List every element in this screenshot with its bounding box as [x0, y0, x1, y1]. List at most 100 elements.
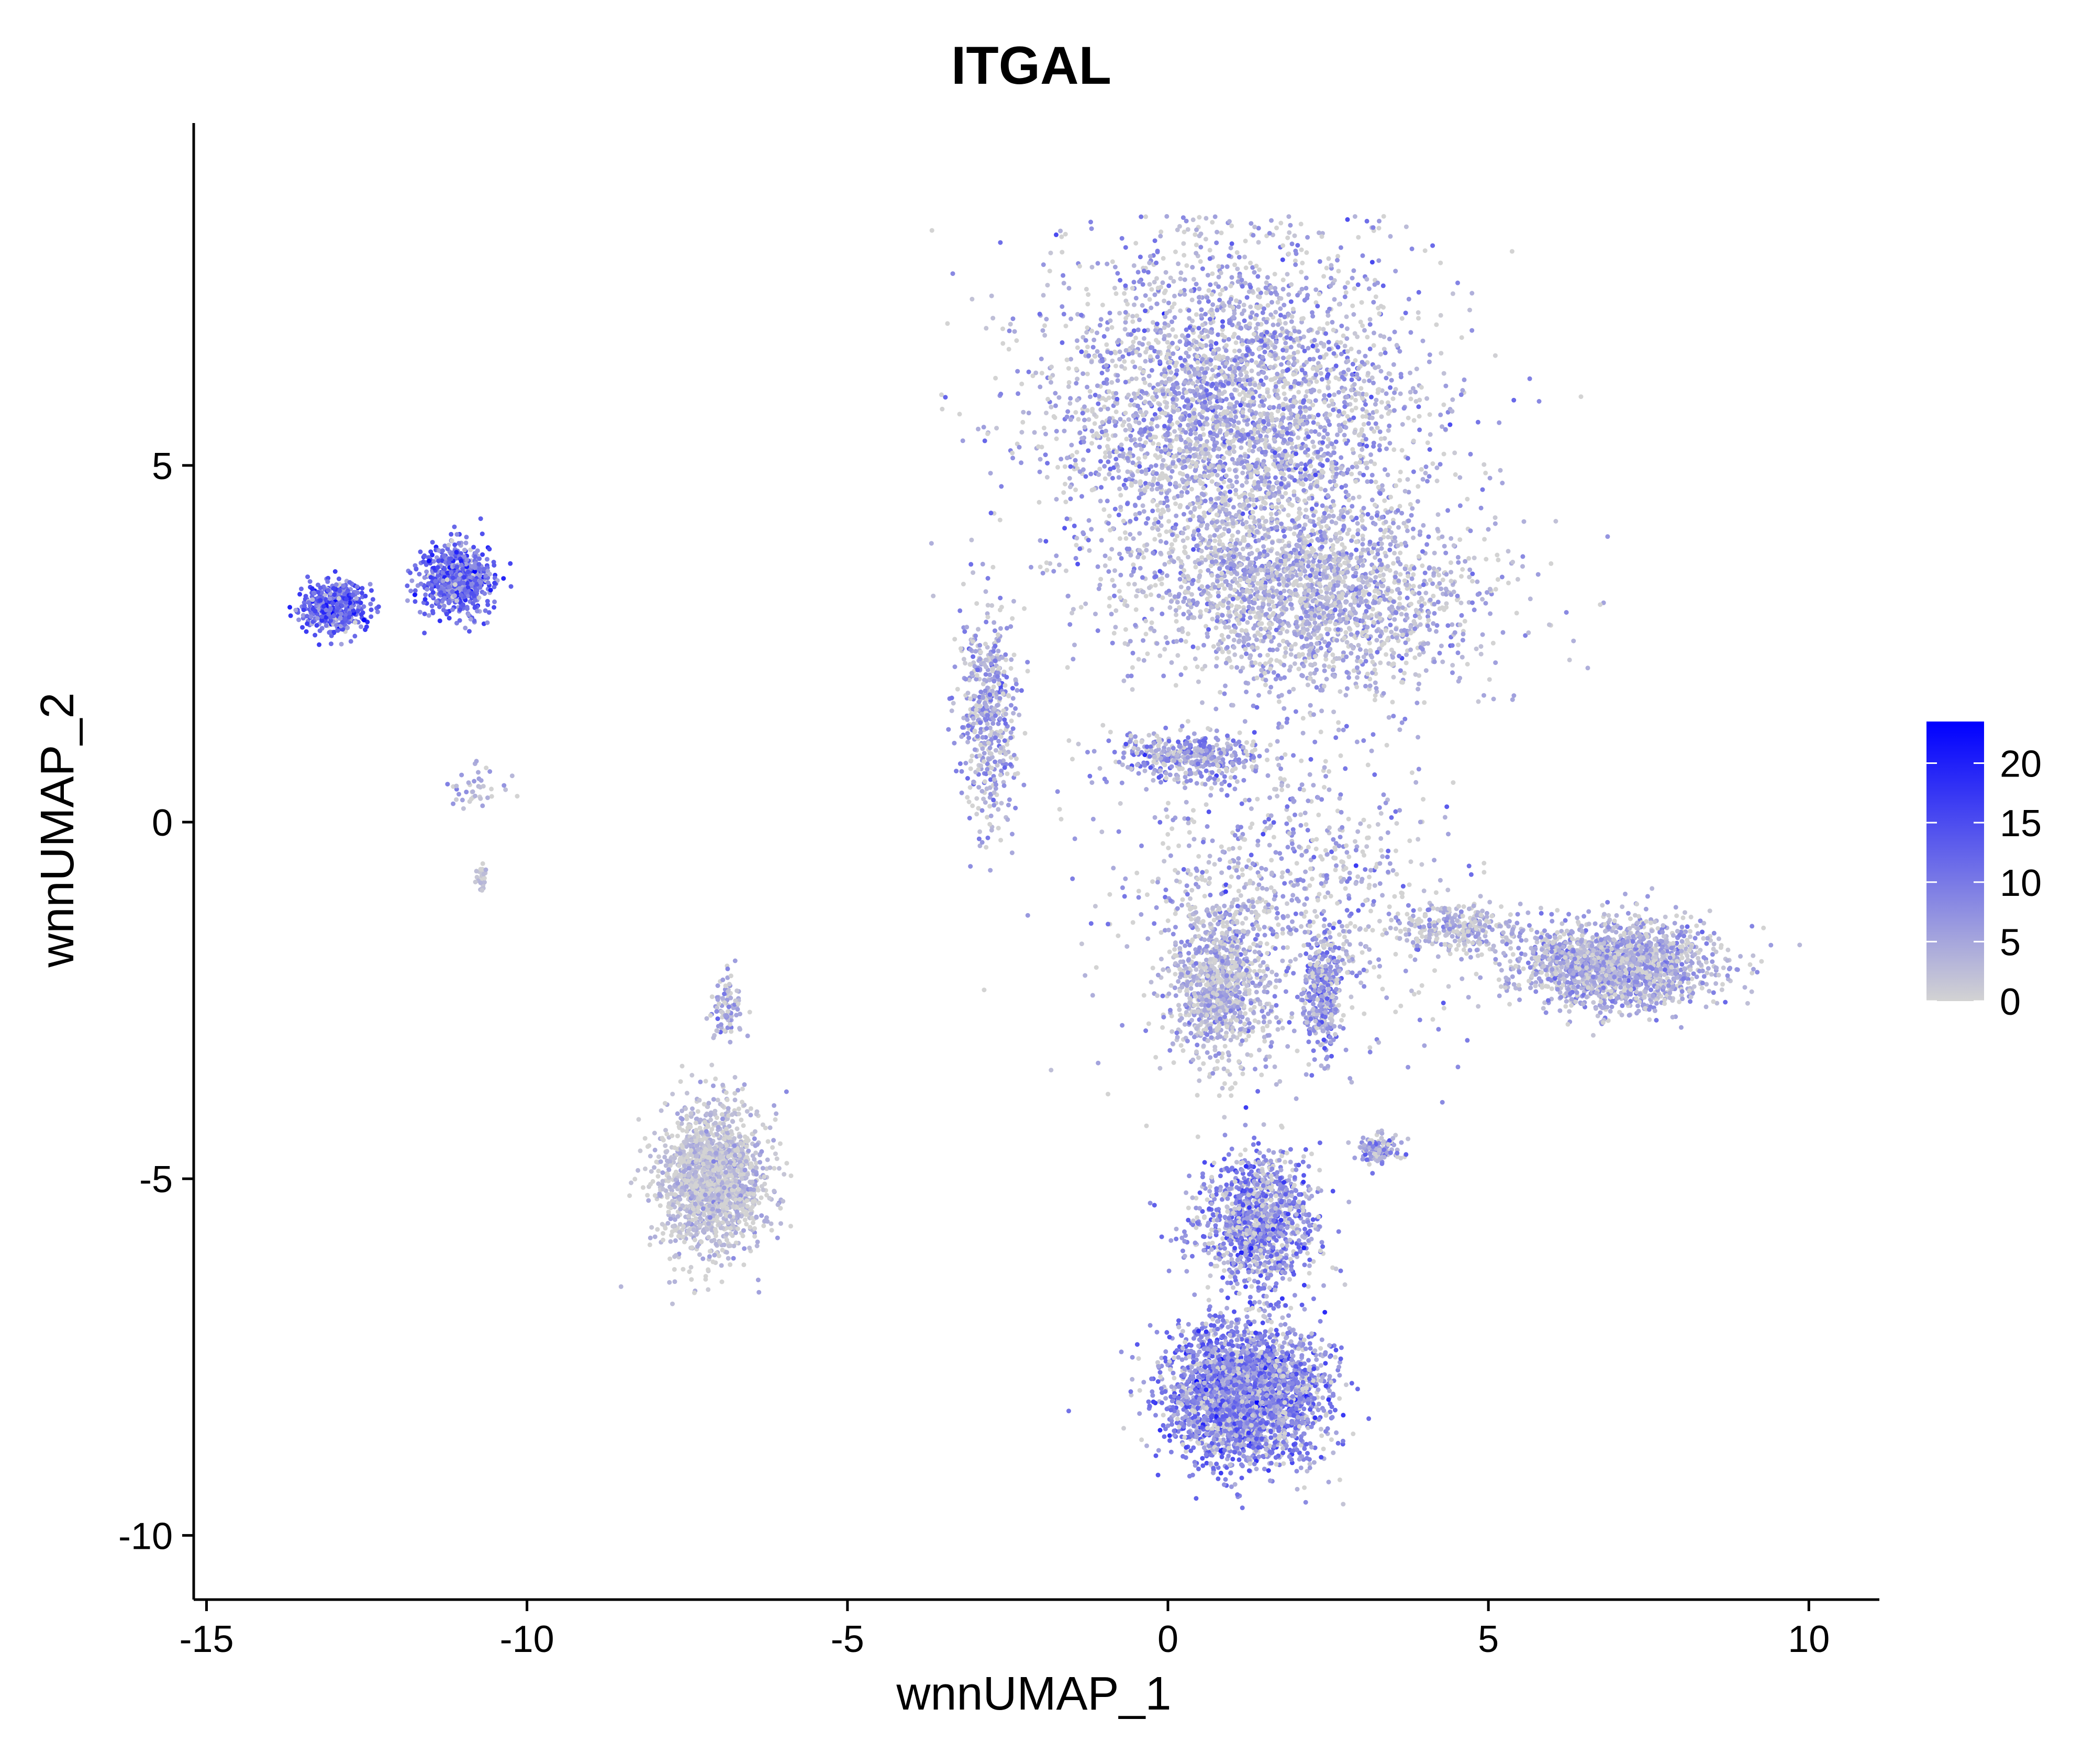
cell-point	[1190, 327, 1195, 332]
cell-point	[1289, 241, 1295, 247]
cell-point	[1387, 423, 1392, 428]
cell-point	[1327, 412, 1332, 417]
cell-point	[1328, 368, 1333, 373]
cell-point	[1422, 570, 1428, 575]
cell-point	[1193, 656, 1198, 661]
cell-point	[1213, 625, 1219, 630]
cell-point	[1107, 595, 1112, 601]
cell-point	[1197, 479, 1202, 484]
cell-point	[1432, 611, 1437, 616]
cell-point	[1187, 347, 1192, 352]
cell-point	[1089, 264, 1095, 270]
cell-point	[1261, 370, 1266, 375]
cell-point	[1457, 537, 1463, 542]
cell-point	[1130, 460, 1135, 465]
cell-point	[1346, 626, 1352, 631]
cell-point	[1220, 412, 1225, 416]
cell-point	[1191, 529, 1197, 535]
cell-point	[1338, 340, 1343, 345]
cell-point	[1244, 520, 1249, 525]
cell-point	[1263, 678, 1268, 683]
cell-point	[1123, 316, 1129, 321]
cell-point	[1292, 328, 1297, 334]
cell-point	[1123, 478, 1128, 483]
cell-point	[1369, 375, 1375, 380]
cell-point	[1084, 330, 1089, 335]
cell-point	[1045, 461, 1050, 466]
cell-point	[1250, 310, 1255, 315]
cell-point	[1404, 660, 1409, 665]
cell-point	[1029, 564, 1033, 570]
cell-point	[1141, 336, 1146, 341]
cell-point	[1280, 402, 1286, 407]
cell-point	[1093, 612, 1098, 617]
cell-point	[1141, 509, 1146, 514]
cell-point	[1224, 343, 1229, 348]
cell-point	[1263, 682, 1268, 687]
cell-point	[1449, 570, 1454, 575]
cell-point	[1191, 426, 1197, 431]
cell-point	[1075, 561, 1081, 567]
cell-point	[1165, 430, 1170, 436]
cell-point	[1404, 524, 1409, 529]
cell-point	[1167, 481, 1173, 486]
cell-point	[1248, 321, 1253, 326]
cell-point	[1261, 382, 1266, 387]
cell-point	[1382, 498, 1387, 503]
cell-point	[1274, 339, 1279, 345]
cell-point	[1202, 456, 1207, 461]
cell-point	[1019, 460, 1024, 465]
cell-point	[1328, 538, 1333, 543]
cell-point	[1213, 341, 1219, 346]
cell-point	[1073, 556, 1078, 561]
cell-point	[1336, 409, 1342, 414]
cell-point	[1150, 498, 1155, 504]
cell-point	[1330, 319, 1335, 325]
cell-point	[1154, 260, 1159, 265]
cell-point	[1248, 594, 1253, 599]
cell-point	[1238, 503, 1243, 508]
cell-point	[1376, 226, 1382, 231]
cell-point	[1137, 464, 1142, 469]
cell-point	[1364, 443, 1369, 449]
cell-point	[1133, 295, 1139, 301]
cell-point	[1194, 242, 1199, 248]
cell-point	[1145, 516, 1151, 521]
cell-point	[1193, 564, 1198, 570]
cell-point	[1318, 364, 1323, 369]
cell-point	[1296, 390, 1301, 395]
cell-point	[1268, 684, 1274, 690]
cell-point	[1500, 630, 1506, 635]
cell-point	[1155, 527, 1161, 532]
cell-point	[1229, 428, 1234, 433]
cell-point	[1215, 482, 1220, 487]
cell-point	[1144, 542, 1150, 547]
cell-point	[1307, 553, 1312, 558]
cell-point	[1166, 507, 1171, 513]
cell-point	[1114, 462, 1119, 467]
cell-point	[1462, 377, 1467, 382]
cell-point	[1252, 444, 1257, 449]
cell-point	[1324, 265, 1329, 271]
cell-point	[1168, 445, 1174, 450]
cell-point	[1280, 278, 1286, 283]
cell-point	[1194, 251, 1199, 256]
cell-point	[1166, 426, 1171, 431]
cell-point	[1140, 503, 1145, 508]
cell-point	[1154, 321, 1160, 327]
cell-point	[1085, 325, 1090, 330]
cell-point	[1155, 508, 1161, 513]
cell-point	[1292, 361, 1297, 366]
cell-point	[1221, 308, 1226, 313]
cell-point	[1273, 384, 1278, 389]
cell-point	[1193, 475, 1198, 480]
cell-point	[1123, 283, 1128, 289]
cell-point	[1164, 214, 1169, 219]
cell-point	[1349, 651, 1354, 656]
cell-point	[1351, 495, 1356, 501]
cell-point	[1356, 391, 1362, 396]
cell-point	[1133, 607, 1139, 612]
cell-point	[1253, 556, 1258, 561]
cell-point	[1109, 547, 1115, 552]
cell-point	[1201, 442, 1207, 448]
